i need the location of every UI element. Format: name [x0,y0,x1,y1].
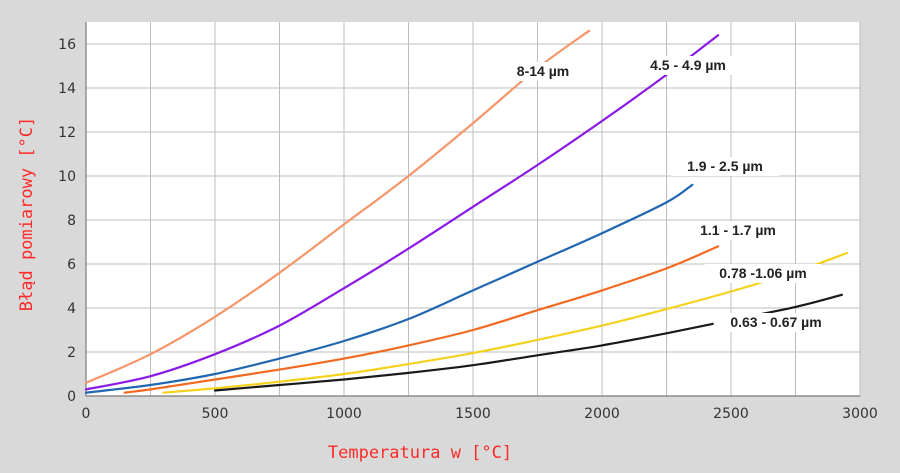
y-tick-label: 2 [67,345,76,361]
grid [86,22,861,396]
y-tick-label: 12 [58,125,76,141]
x-tick-label: 1000 [326,406,362,422]
y-tick-label: 10 [58,169,76,185]
series-labels: 8-14 µm 4.5 - 4.9 µm 1.9 - 2.5 µm 1.1 - 1.7… [509,56,839,332]
series-label: 0.63 - 0.67 µm [730,314,821,330]
y-axis-title: Błąd pomiarowy [°C] [17,117,37,311]
series-line [84,29,591,384]
y-tick-label: 14 [58,81,76,97]
y-tick-label: 6 [67,257,76,273]
x-tick-label: 0 [82,406,91,422]
x-tick-label: 3000 [842,406,878,422]
y-tick-label: 16 [58,37,76,53]
x-tick-label: 500 [202,406,229,422]
series-line [162,251,849,394]
series-line [84,183,694,394]
x-tick-label: 1500 [455,406,491,422]
x-tick-label: 2500 [713,406,749,422]
series-line [123,245,720,394]
y-tick-label: 0 [67,389,76,405]
y-tick-label: 8 [67,213,76,229]
series-label: 0.78 -1.06 µm [719,265,806,281]
series-label: 1.1 - 1.7 µm [700,222,776,238]
series-label-background [670,157,780,176]
series-label: 8-14 µm [517,63,569,79]
series-label-background [633,56,743,75]
series-label: 4.5 - 4.9 µm [650,57,726,73]
series-label-background [509,62,577,81]
series-label-background [704,264,822,283]
series-label: 1.9 - 2.5 µm [687,158,763,174]
x-tick-label: 2000 [584,406,620,422]
series-label-background [683,221,793,240]
x-axis-title: Temperatura w [°C] [328,443,512,463]
series-line [84,34,720,391]
axes: 0 500 1000 1500 2000 2500 3000 0 2 4 6 8 10 12 14 16 [58,22,878,422]
series-label-background [713,313,839,332]
y-tick-label: 4 [67,301,76,317]
